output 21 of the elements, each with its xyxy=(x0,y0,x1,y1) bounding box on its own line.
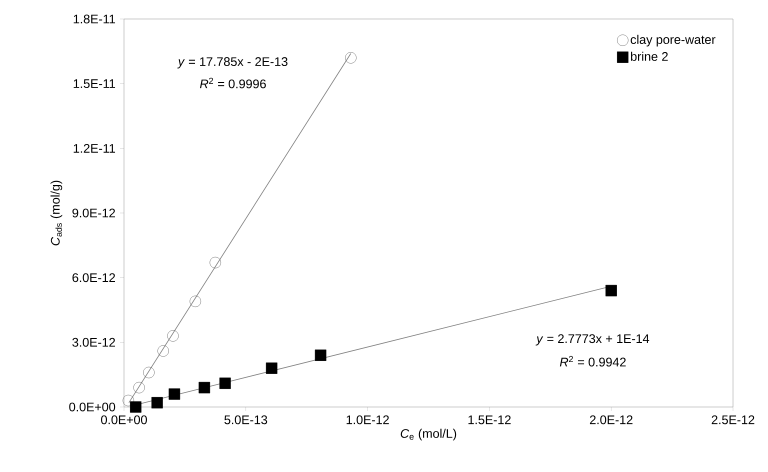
x-tick-label: 0.0E+00 xyxy=(101,415,147,424)
y-tick-label: 1.2E-11 xyxy=(74,144,116,153)
x-tick-label: 5.0E-13 xyxy=(224,415,268,424)
x-tick-label: 2.0E-12 xyxy=(590,415,632,424)
y-tick-label: 1.5E-11 xyxy=(74,79,116,88)
y-tick-label: 6.0E-12 xyxy=(72,273,116,282)
legend-label: brine 2 xyxy=(631,52,668,61)
x-tick-label: 1.5E-12 xyxy=(468,415,511,424)
y-tick-label: 9.0E-12 xyxy=(72,208,116,218)
x-axis-title: C$_{e}$ (mol/L) xyxy=(400,428,456,440)
y-tick-label: 1.8E-11 xyxy=(74,14,116,24)
y-axis-title: C$_{ads}$ (mol/g) xyxy=(50,180,62,246)
annotation: R$^{2}$ = 0.9942 xyxy=(560,356,626,367)
legend-label: clay pore-water xyxy=(630,34,716,46)
x-tick-label: 2.5E-12 xyxy=(712,415,754,424)
annotation: R$^{2}$ = 0.9996 xyxy=(200,78,266,88)
annotation: y = 2.7773x + 1E-14 xyxy=(536,334,650,346)
annotation: y = 17.785x - 2E-13 xyxy=(177,57,288,69)
y-tick-label: 0.0E+00 xyxy=(69,402,116,412)
y-tick-label: 3.0E-12 xyxy=(72,338,116,347)
x-tick-label: 1.0E-12 xyxy=(346,415,389,424)
